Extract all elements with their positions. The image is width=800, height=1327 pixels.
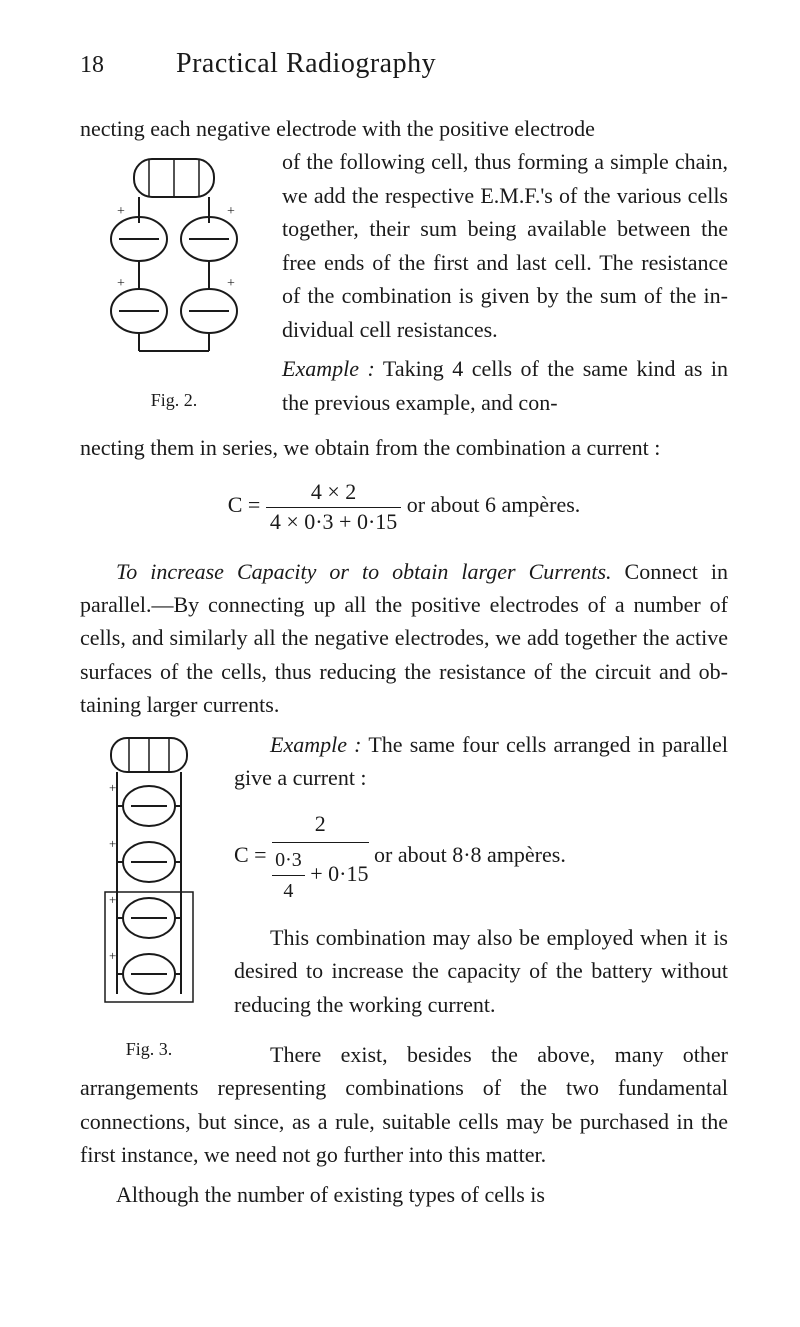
p2-italic: To increase Capacity or to obtain larger… xyxy=(116,559,612,584)
svg-text:+: + xyxy=(227,276,235,291)
svg-text:+: + xyxy=(117,276,125,291)
example2-label: Example : xyxy=(270,732,362,757)
formula-1: C = 4 × 24 × 0·3 + 0·15 or about 6 ampèr… xyxy=(80,478,728,536)
formula1-num: 4 × 2 xyxy=(266,478,401,508)
figure-2: + + + + xyxy=(80,151,268,414)
formula2-plus: + 0·15 xyxy=(305,861,369,886)
p1-wrapped: of the following cell, thus forming a si… xyxy=(282,149,728,341)
svg-text:+: + xyxy=(109,892,116,907)
p1-lead: necting each negative electrode with the… xyxy=(80,112,728,145)
formula1-rhs: or about 6 ampères. xyxy=(401,493,580,518)
figure-2-caption: Fig. 2. xyxy=(80,387,268,414)
running-title: Practical Radiography xyxy=(176,48,436,80)
svg-text:+: + xyxy=(109,948,116,963)
formula2-outer-num: 2 xyxy=(272,807,368,843)
formula2-inner-den: 4 xyxy=(272,876,305,906)
paragraph-2: To increase Capacity or to obtain larger… xyxy=(80,555,728,722)
svg-text:+: + xyxy=(109,836,116,851)
figure-3-caption: Fig. 3. xyxy=(80,1036,218,1063)
formula1-den: 4 × 0·3 + 0·15 xyxy=(266,508,401,537)
formula2-rhs: or about 8·8 ampères. xyxy=(369,842,566,867)
page-number: 18 xyxy=(80,52,104,79)
svg-text:+: + xyxy=(109,780,116,795)
paragraph-5: Although the number of existing types of… xyxy=(80,1178,728,1211)
svg-text:+: + xyxy=(227,204,235,219)
formula2-inner-num: 0·3 xyxy=(272,845,305,876)
figure-3: + + + xyxy=(80,732,218,1032)
formula2-lhs: C = xyxy=(234,842,272,867)
svg-text:+: + xyxy=(117,204,125,219)
formula1-lhs: C = xyxy=(228,493,266,518)
example1-tail: necting them in series, we obtain from t… xyxy=(80,431,728,464)
example1-label: Example : xyxy=(282,356,375,381)
